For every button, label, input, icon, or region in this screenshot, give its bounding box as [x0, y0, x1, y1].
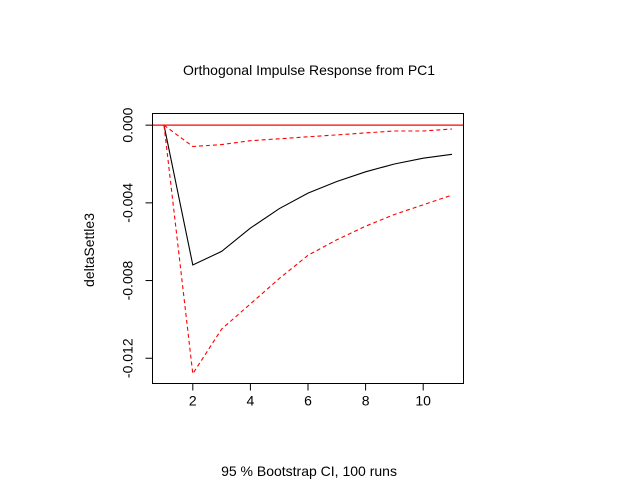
y-tick-label: 0.000 [120, 107, 136, 142]
x-tick-label: 6 [304, 393, 312, 409]
y-tick-label: -0.004 [120, 183, 136, 223]
chart-title: Orthogonal Impulse Response from PC1 [183, 62, 435, 78]
x-tick-label: 10 [415, 393, 431, 409]
x-tick-label: 4 [247, 393, 255, 409]
series-line-upper [163, 124, 453, 148]
series-layer [152, 124, 464, 376]
y-tick-label: -0.012 [120, 338, 136, 378]
x-axis-label: 95 % Bootstrap CI, 100 runs [221, 463, 397, 479]
x-tick-label: 8 [362, 393, 370, 409]
y-axis-label: deltaSettle3 [81, 213, 97, 287]
series-line-response [163, 125, 453, 266]
plot-frame [152, 113, 464, 384]
x-tick-label: 2 [189, 393, 197, 409]
y-tick-label: -0.008 [120, 260, 136, 300]
